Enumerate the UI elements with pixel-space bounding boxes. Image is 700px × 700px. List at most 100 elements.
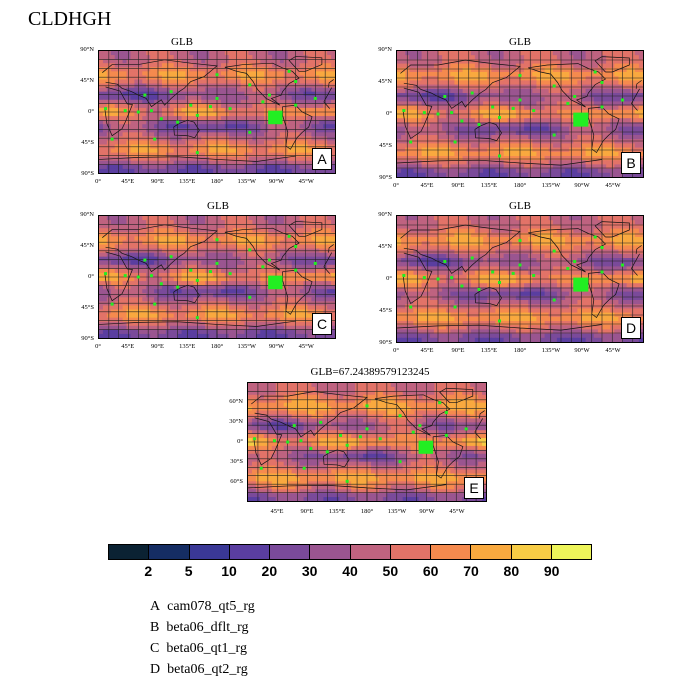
field-cell <box>240 156 246 162</box>
field-cell <box>240 148 246 154</box>
field-cell <box>154 272 159 278</box>
field-cell <box>130 168 135 173</box>
field-cell <box>173 112 179 117</box>
field-cell <box>532 160 537 165</box>
field-cell <box>197 289 202 294</box>
field-cell <box>614 172 619 177</box>
field-cell <box>248 289 253 294</box>
field-cell <box>173 244 179 250</box>
field-cell <box>626 130 632 136</box>
field-cell <box>244 289 250 294</box>
field-cell <box>544 105 550 111</box>
field-cell <box>217 116 222 121</box>
field-cell <box>213 91 218 97</box>
field-cell <box>236 67 242 72</box>
field-cell <box>248 79 253 85</box>
field-cell <box>299 63 305 68</box>
field-cell <box>544 122 550 128</box>
field-cell <box>102 75 108 81</box>
field-cell <box>638 139 643 144</box>
field-cell <box>474 88 480 94</box>
field-cell <box>331 228 335 233</box>
field-cell <box>524 126 529 132</box>
field-cell <box>102 160 108 166</box>
field-cell <box>236 120 242 125</box>
field-cell <box>397 63 402 69</box>
field-cell <box>450 168 455 174</box>
field-cell <box>217 160 222 166</box>
field-cell <box>597 93 603 98</box>
field-cell <box>110 224 116 229</box>
field-cell <box>291 136 297 142</box>
field-cell <box>405 156 410 161</box>
field-cell <box>244 168 250 173</box>
field-cell <box>515 105 521 111</box>
field-cell <box>154 51 159 56</box>
field-cell <box>205 281 210 286</box>
field-cell <box>401 101 406 107</box>
field-cell <box>122 252 128 258</box>
field-cell <box>177 232 183 237</box>
field-cell <box>315 79 320 85</box>
field-cell <box>565 105 570 111</box>
field-cell <box>122 160 128 166</box>
field-cell <box>256 236 261 241</box>
field-cell <box>585 51 591 56</box>
field-cell <box>177 67 183 72</box>
field-cell <box>315 232 320 237</box>
field-cell <box>232 79 238 85</box>
field-cell <box>122 216 128 221</box>
field-cell <box>626 143 632 149</box>
field-cell <box>146 236 151 241</box>
field-cell <box>561 80 566 86</box>
field-cell <box>495 105 501 111</box>
field-cell <box>433 143 439 149</box>
field-cell <box>236 264 242 270</box>
field-cell <box>154 107 159 113</box>
field-cell <box>189 112 194 117</box>
field-cell <box>228 79 234 85</box>
field-cell <box>228 264 234 270</box>
field-cell <box>307 281 312 286</box>
field-cell <box>232 116 238 121</box>
field-cell <box>438 76 443 81</box>
field-cell <box>236 71 242 76</box>
field-cell <box>503 76 509 81</box>
field-cell <box>272 220 277 225</box>
field-cell <box>138 297 143 302</box>
field-cell <box>507 139 513 144</box>
field-cell <box>177 136 183 142</box>
field-cell <box>252 224 257 229</box>
field-cell <box>248 252 253 258</box>
field-cell <box>99 224 104 229</box>
field-cell <box>630 139 636 144</box>
field-cell <box>577 151 583 157</box>
field-cell <box>311 95 316 101</box>
field-cell <box>593 63 599 69</box>
field-cell <box>126 51 132 56</box>
field-cell <box>173 136 179 142</box>
field-cell <box>110 75 116 81</box>
field-cell <box>138 156 143 162</box>
field-cell <box>536 114 542 119</box>
field-cell <box>520 105 525 111</box>
field-cell <box>397 51 402 56</box>
field-cell <box>158 256 163 262</box>
field-cell <box>236 236 242 241</box>
field-cell <box>150 55 155 60</box>
field-cell <box>276 75 281 81</box>
field-cell <box>110 148 116 154</box>
field-cell <box>499 97 505 102</box>
field-cell <box>209 285 214 290</box>
field-cell <box>118 236 124 241</box>
field-cell <box>433 118 439 123</box>
field-cell <box>565 109 570 115</box>
field-cell <box>240 240 246 246</box>
field-cell <box>279 264 285 270</box>
field-cell <box>173 277 179 282</box>
field-cell <box>287 256 293 262</box>
field-cell <box>291 107 297 113</box>
field-cell <box>503 160 509 165</box>
field-cell <box>307 252 312 258</box>
field-cell <box>548 114 554 119</box>
